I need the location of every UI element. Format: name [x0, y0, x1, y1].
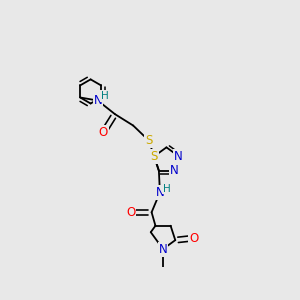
Text: H: H [101, 91, 109, 101]
Text: O: O [189, 232, 199, 244]
Text: N: N [159, 243, 167, 256]
Text: N: N [169, 164, 178, 177]
Text: O: O [99, 126, 108, 139]
Text: N: N [174, 150, 183, 163]
Text: N: N [155, 186, 164, 199]
Text: S: S [145, 134, 152, 147]
Text: O: O [126, 206, 135, 219]
Text: N: N [94, 94, 102, 107]
Text: S: S [151, 150, 158, 163]
Text: H: H [163, 184, 171, 194]
